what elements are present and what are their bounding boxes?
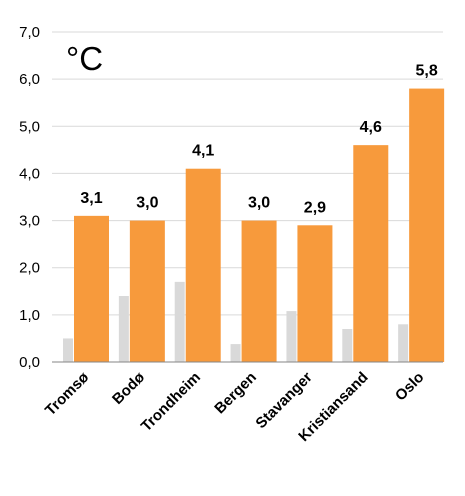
data-label: 2,9 xyxy=(304,199,326,216)
bar-orange xyxy=(129,220,165,362)
data-label: 3,0 xyxy=(248,195,270,212)
data-label: 3,0 xyxy=(136,195,158,212)
bar-grey xyxy=(174,281,185,362)
data-label: 4,1 xyxy=(192,143,214,160)
y-tick-label: 5,0 xyxy=(19,118,40,135)
bars xyxy=(63,88,445,363)
data-labels: 3,1 3,0 4,1 3,0 2,9 4,6 5,8 xyxy=(80,63,437,217)
bar-grey xyxy=(342,329,353,362)
bar-grey xyxy=(118,296,129,362)
x-tick-label: Bergen xyxy=(211,369,260,418)
bar-grey xyxy=(286,311,297,362)
y-axis-ticks: 0,0 1,0 2,0 3,0 4,0 5,0 6,0 7,0 xyxy=(19,24,40,371)
bar-orange xyxy=(185,168,221,362)
x-tick-label: Tromsø xyxy=(42,368,93,419)
x-tick-label: Trondheim xyxy=(138,369,204,435)
bar-orange xyxy=(353,145,389,362)
bar-orange xyxy=(241,220,277,362)
y-tick-label: 1,0 xyxy=(19,307,40,324)
bar-grey xyxy=(63,338,73,362)
data-label: 4,6 xyxy=(360,119,382,136)
data-label: 5,8 xyxy=(416,63,438,80)
x-tick-label: Oslo xyxy=(392,369,428,405)
y-tick-label: 7,0 xyxy=(19,24,40,41)
unit-label: °C xyxy=(66,40,103,77)
bar-grey xyxy=(230,344,241,362)
x-tick-label: Bodø xyxy=(109,368,149,408)
y-tick-label: 6,0 xyxy=(19,71,40,88)
bar-orange xyxy=(297,225,333,362)
y-tick-label: 2,0 xyxy=(19,260,40,277)
data-label: 3,1 xyxy=(80,190,102,207)
y-tick-label: 3,0 xyxy=(19,213,40,230)
bar-orange xyxy=(409,88,445,363)
bar-grey xyxy=(398,324,409,362)
y-tick-label: 0,0 xyxy=(19,354,40,371)
bar-orange xyxy=(74,215,109,362)
y-tick-label: 4,0 xyxy=(19,165,40,182)
